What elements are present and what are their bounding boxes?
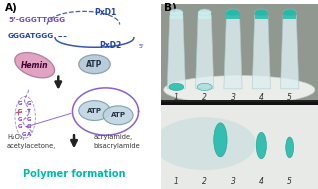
Text: B): B) (164, 3, 176, 13)
Text: G: G (22, 132, 27, 137)
Ellipse shape (170, 9, 183, 16)
Text: PxD2: PxD2 (99, 41, 121, 50)
Text: T: T (27, 109, 31, 114)
Text: A: A (27, 132, 31, 137)
Ellipse shape (198, 9, 211, 16)
Text: ·: · (24, 109, 26, 114)
Text: ·: · (24, 124, 26, 129)
Text: G: G (27, 101, 31, 106)
Text: G: G (18, 109, 23, 114)
Ellipse shape (214, 123, 227, 157)
Polygon shape (167, 15, 185, 89)
Text: 5: 5 (287, 177, 292, 186)
Text: G: G (27, 124, 31, 129)
Ellipse shape (197, 83, 212, 91)
Text: 4: 4 (259, 177, 264, 186)
Text: 5': 5' (139, 44, 144, 49)
Text: G: G (27, 117, 31, 122)
FancyBboxPatch shape (161, 104, 318, 189)
Text: ATP: ATP (111, 112, 126, 118)
Polygon shape (280, 15, 299, 89)
Text: ATP: ATP (86, 60, 103, 69)
Ellipse shape (256, 132, 266, 159)
Ellipse shape (164, 76, 315, 104)
Polygon shape (252, 15, 271, 89)
FancyBboxPatch shape (198, 12, 211, 19)
Ellipse shape (286, 137, 294, 158)
Text: H₂O₂,
acetylacetone,: H₂O₂, acetylacetone, (7, 135, 56, 149)
Text: 5’-GGGTTGGG: 5’-GGGTTGGG (8, 17, 65, 23)
Text: G: G (18, 101, 23, 106)
Polygon shape (196, 15, 214, 89)
Text: Polymer formation: Polymer formation (23, 169, 125, 179)
Text: ·: · (24, 101, 26, 106)
FancyBboxPatch shape (161, 4, 318, 100)
Text: G: G (18, 117, 23, 122)
Text: 2: 2 (202, 177, 207, 186)
Polygon shape (224, 15, 242, 89)
Ellipse shape (79, 55, 110, 74)
Ellipse shape (15, 53, 55, 78)
Text: 4: 4 (259, 93, 264, 102)
FancyBboxPatch shape (161, 100, 318, 105)
FancyBboxPatch shape (255, 12, 268, 19)
Ellipse shape (283, 9, 296, 16)
FancyBboxPatch shape (170, 12, 183, 19)
FancyBboxPatch shape (283, 12, 296, 19)
Text: G: G (18, 124, 23, 129)
Ellipse shape (103, 106, 133, 125)
Text: ·: · (24, 117, 26, 122)
Text: 1: 1 (174, 93, 179, 102)
Text: 2: 2 (202, 93, 207, 102)
Text: 1: 1 (174, 177, 179, 186)
Text: 5: 5 (287, 93, 292, 102)
Text: ATP: ATP (87, 108, 102, 114)
Ellipse shape (79, 101, 110, 121)
Text: PxD1: PxD1 (94, 8, 117, 17)
Text: 3: 3 (231, 177, 235, 186)
Ellipse shape (169, 83, 184, 91)
Text: Hemin: Hemin (21, 61, 48, 70)
Ellipse shape (255, 9, 268, 16)
Text: acrylamide,
bisacrylamide: acrylamide, bisacrylamide (93, 135, 140, 149)
Text: GGGATGGG: GGGATGGG (8, 33, 54, 39)
Ellipse shape (226, 9, 239, 16)
Text: A): A) (5, 3, 17, 13)
Text: 3: 3 (231, 93, 235, 102)
Ellipse shape (154, 117, 256, 170)
FancyBboxPatch shape (226, 12, 239, 19)
